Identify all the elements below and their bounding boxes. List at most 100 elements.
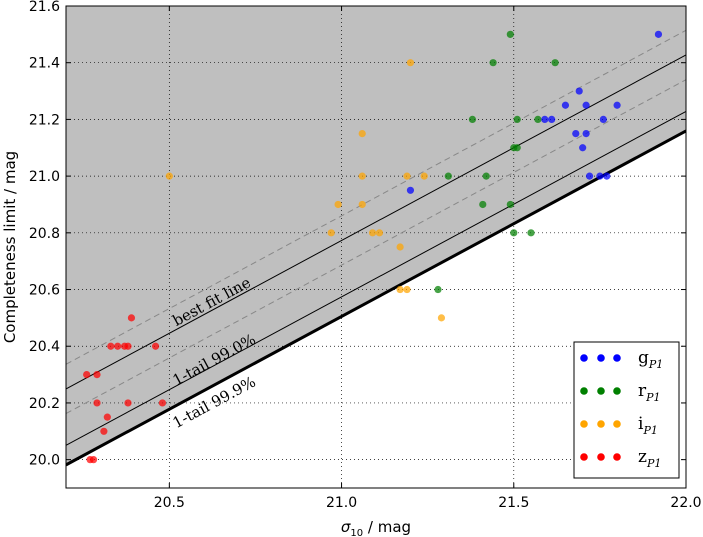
legend-marker <box>580 453 588 461</box>
fit-lines-layer <box>66 29 686 467</box>
data-point <box>603 172 611 180</box>
data-point <box>124 342 132 350</box>
data-point <box>327 229 335 237</box>
x-axis-label-sub: 10 <box>350 528 363 537</box>
data-point <box>596 172 604 180</box>
data-point <box>613 101 621 109</box>
data-point <box>396 243 404 251</box>
fit-line <box>66 79 686 415</box>
data-point <box>489 59 497 67</box>
data-point <box>158 399 167 407</box>
data-point <box>575 87 583 95</box>
legend-marker <box>613 387 621 395</box>
legend-marker <box>597 420 605 428</box>
data-point <box>548 115 556 124</box>
x-tick-label: 20.5 <box>154 495 185 511</box>
legend-marker <box>613 453 621 461</box>
legend-label: gP1 <box>638 348 663 371</box>
legend-label: zP1 <box>638 447 661 470</box>
y-tick-label: 20.4 <box>29 339 60 355</box>
data-point <box>375 229 384 237</box>
data-point <box>561 101 570 109</box>
y-tick-label: 21.0 <box>29 169 60 185</box>
x-axis-label: σ10 / mag <box>341 518 411 537</box>
data-point <box>506 200 514 209</box>
data-point <box>100 427 108 435</box>
data-point <box>358 129 366 138</box>
x-tick-label: 22.0 <box>670 495 701 511</box>
fit-line <box>66 129 686 467</box>
data-point <box>572 129 580 138</box>
shaded-region <box>66 6 686 465</box>
data-point <box>579 144 587 152</box>
data-point <box>165 172 173 180</box>
legend-box <box>573 341 680 479</box>
legend-marker <box>580 387 588 395</box>
y-tick-label: 20.8 <box>29 226 60 242</box>
legend-marker <box>597 453 605 461</box>
data-point <box>151 342 160 350</box>
tick-layer: 20.5 21.0 21.5 22.0 20.0 20.2 20.4 20.6 20.8 21.0… <box>29 0 702 511</box>
data-point <box>89 456 98 464</box>
legend-marker <box>613 354 621 362</box>
y-tick-label: 20.6 <box>29 283 60 299</box>
legend-marker <box>580 354 588 362</box>
shaded-region-layer <box>66 6 686 465</box>
data-point <box>534 115 542 124</box>
data-point <box>93 399 101 407</box>
data-point <box>403 285 411 294</box>
data-point <box>103 413 111 421</box>
data-point <box>599 115 607 124</box>
data-point <box>527 229 535 237</box>
data-point <box>585 172 594 180</box>
data-point <box>551 59 559 67</box>
data-point <box>513 115 521 124</box>
data-point <box>127 314 136 322</box>
data-point <box>479 200 487 209</box>
y-tick-label: 20.0 <box>29 453 60 469</box>
legend-label: iP1 <box>638 414 658 437</box>
x-axis-label-tail: / mag <box>363 518 411 536</box>
data-point <box>93 370 101 379</box>
x-tick-label: 21.0 <box>326 495 357 511</box>
x-tick-label: 21.5 <box>498 495 529 511</box>
y-tick-label: 20.2 <box>29 396 60 412</box>
x-axis-label-main: σ <box>341 518 351 536</box>
data-point <box>406 186 415 194</box>
fit-line <box>66 54 686 390</box>
data-point <box>468 115 477 124</box>
legend-label: rP1 <box>638 381 661 404</box>
y-tick-label: 21.6 <box>29 0 60 15</box>
data-point <box>83 370 91 379</box>
legend-marker <box>580 420 588 428</box>
y-tick-label: 21.4 <box>29 56 60 72</box>
fit-line <box>66 29 686 365</box>
data-point <box>582 129 590 138</box>
data-point <box>403 172 411 180</box>
y-axis-label: Completeness limit / mag <box>1 151 19 343</box>
data-point <box>124 399 132 407</box>
legend-marker <box>597 354 605 362</box>
data-point <box>541 115 549 124</box>
data-point <box>406 59 415 67</box>
data-point <box>107 342 115 350</box>
data-point <box>114 342 122 350</box>
data-point <box>434 285 442 294</box>
data-point <box>368 229 377 237</box>
data-point <box>437 314 446 322</box>
data-point <box>506 30 514 38</box>
y-tick-label: 21.2 <box>29 112 60 128</box>
data-point <box>358 200 366 209</box>
legend: gP1 rP1 iP1 zP1 <box>573 341 680 479</box>
data-point <box>510 229 518 237</box>
data-point <box>358 172 366 180</box>
data-point <box>420 172 428 180</box>
data-point <box>654 30 663 38</box>
legend-marker <box>597 387 605 395</box>
data-point <box>513 144 521 152</box>
data-points-layer <box>83 30 663 464</box>
data-point <box>582 101 590 109</box>
data-point <box>334 200 342 209</box>
legend-marker <box>613 420 621 428</box>
